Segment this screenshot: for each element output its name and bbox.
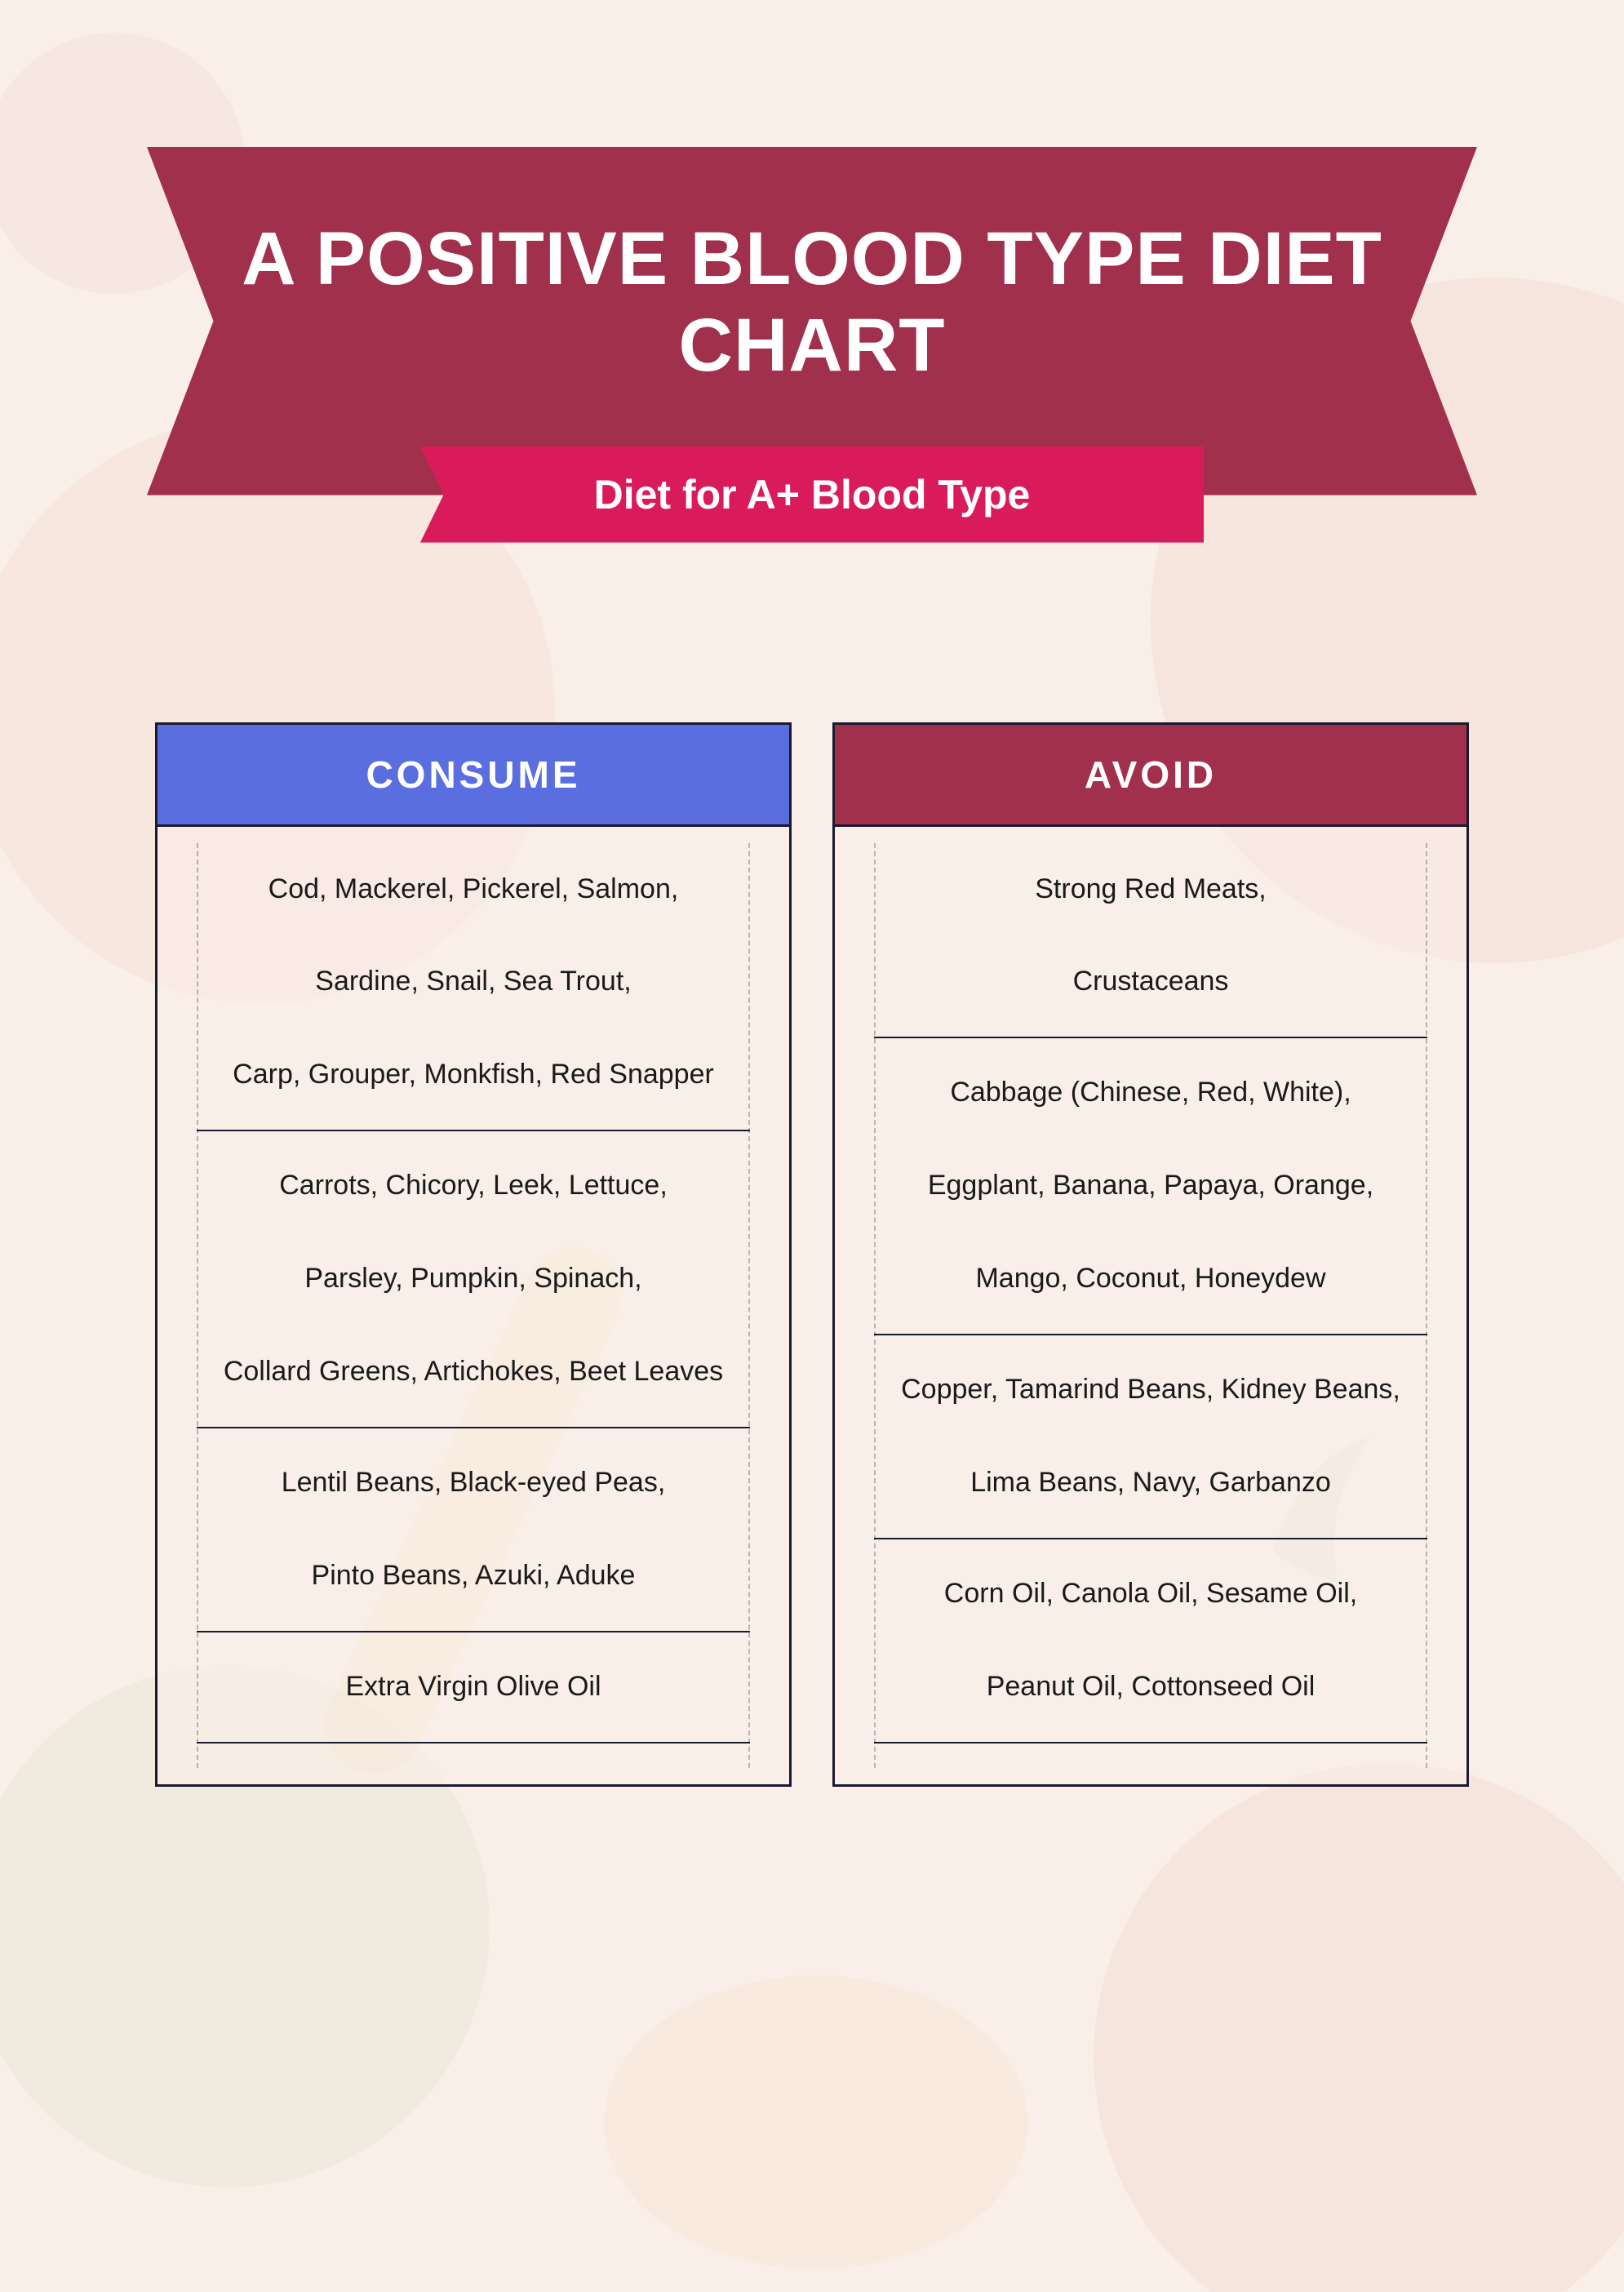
food-line: Collard Greens, Artichokes, Beet Leaves	[197, 1326, 750, 1419]
page-title: A POSITIVE BLOOD TYPE DIET CHART	[196, 216, 1428, 389]
food-group: Carrots, Chicory, Leek, Lettuce,Parsley,…	[197, 1131, 750, 1428]
avoid-body: Strong Red Meats,CrustaceansCabbage (Chi…	[835, 827, 1466, 1784]
food-group: Copper, Tamarind Beans, Kidney Beans,Lim…	[874, 1335, 1427, 1539]
food-group: Lentil Beans, Black-eyed Peas,Pinto Bean…	[197, 1428, 750, 1632]
food-line: Corn Oil, Canola Oil, Sesame Oil,	[874, 1548, 1427, 1641]
food-group: Cabbage (Chinese, Red, White),Eggplant, …	[874, 1038, 1427, 1335]
food-line: Lima Beans, Navy, Garbanzo	[874, 1437, 1427, 1530]
food-group: Cod, Mackerel, Pickerel, Salmon,Sardine,…	[197, 835, 750, 1132]
avoid-column: AVOID Strong Red Meats,CrustaceansCabbag…	[832, 722, 1469, 1787]
subtitle-banner: Diet for A+ Blood Type	[420, 446, 1204, 543]
food-line: Strong Red Meats,	[874, 843, 1427, 936]
food-line: Carrots, Chicory, Leek, Lettuce,	[197, 1139, 750, 1233]
food-group: Extra Virgin Olive Oil	[197, 1632, 750, 1743]
avoid-header: AVOID	[835, 725, 1466, 827]
diet-columns: CONSUME Cod, Mackerel, Pickerel, Salmon,…	[147, 722, 1477, 1787]
subtitle-text: Diet for A+ Blood Type	[453, 471, 1171, 518]
food-line: Eggplant, Banana, Papaya, Orange,	[874, 1139, 1427, 1233]
food-line: Mango, Coconut, Honeydew	[874, 1233, 1427, 1326]
food-line: Sardine, Snail, Sea Trout,	[197, 935, 750, 1028]
food-line: Peanut Oil, Cottonseed Oil	[874, 1641, 1427, 1734]
consume-column: CONSUME Cod, Mackerel, Pickerel, Salmon,…	[155, 722, 792, 1787]
food-line: Extra Virgin Olive Oil	[197, 1641, 750, 1734]
consume-header: CONSUME	[158, 725, 789, 827]
food-line: Cabbage (Chinese, Red, White),	[874, 1046, 1427, 1139]
consume-body: Cod, Mackerel, Pickerel, Salmon,Sardine,…	[158, 827, 789, 1784]
food-line: Cod, Mackerel, Pickerel, Salmon,	[197, 843, 750, 936]
food-line: Crustaceans	[874, 935, 1427, 1028]
food-group: Corn Oil, Canola Oil, Sesame Oil,Peanut …	[874, 1539, 1427, 1743]
food-line: Parsley, Pumpkin, Spinach,	[197, 1233, 750, 1326]
food-line: Copper, Tamarind Beans, Kidney Beans,	[874, 1344, 1427, 1437]
food-group: Strong Red Meats,Crustaceans	[874, 835, 1427, 1039]
food-line: Lentil Beans, Black-eyed Peas,	[197, 1437, 750, 1530]
food-line: Pinto Beans, Azuki, Aduke	[197, 1530, 750, 1623]
title-banner: A POSITIVE BLOOD TYPE DIET CHART	[147, 147, 1477, 495]
food-line: Carp, Grouper, Monkfish, Red Snapper	[197, 1028, 750, 1122]
